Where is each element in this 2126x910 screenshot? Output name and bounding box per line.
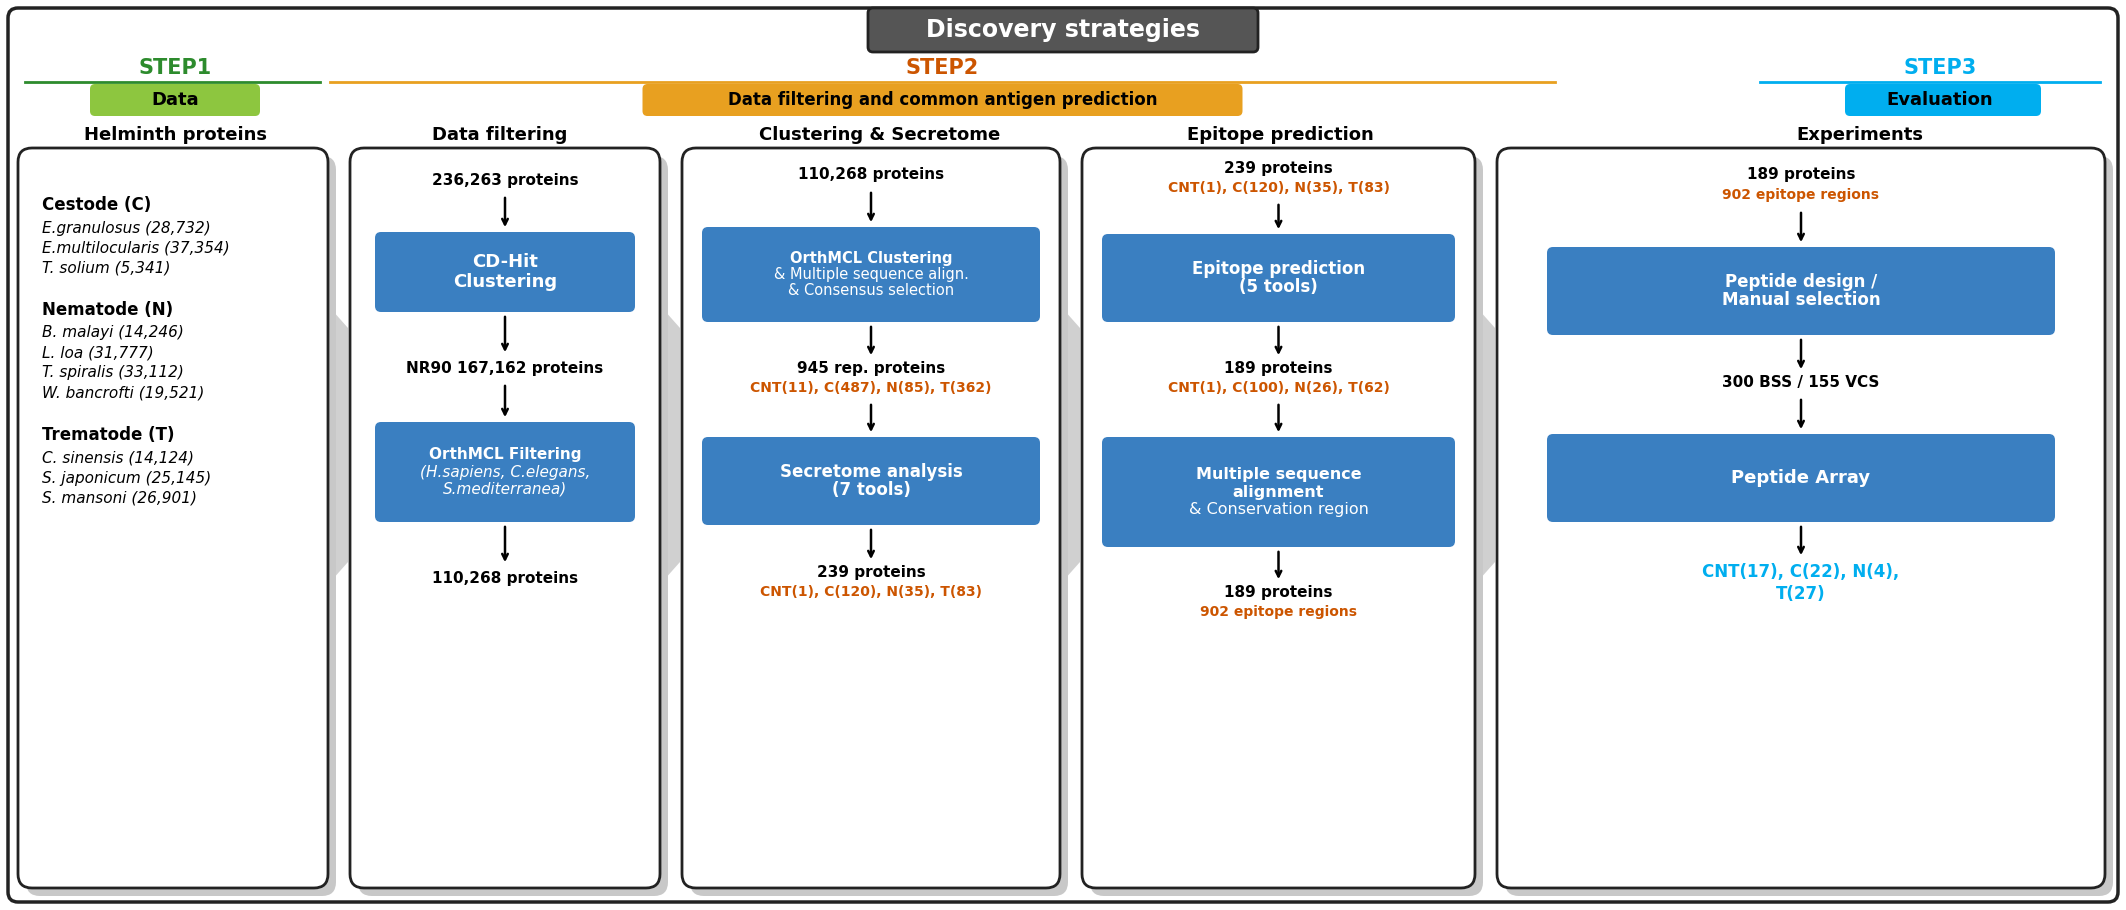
Text: 189 proteins: 189 proteins	[1225, 360, 1333, 376]
FancyBboxPatch shape	[17, 148, 327, 888]
FancyBboxPatch shape	[374, 422, 636, 522]
Text: Multiple sequence: Multiple sequence	[1195, 467, 1361, 481]
Text: T. spiralis (33,112): T. spiralis (33,112)	[43, 366, 183, 380]
Polygon shape	[1480, 310, 1495, 580]
Text: CNT(1), C(120), N(35), T(83): CNT(1), C(120), N(35), T(83)	[1167, 181, 1390, 195]
Text: S. mansoni (26,901): S. mansoni (26,901)	[43, 490, 198, 505]
Polygon shape	[663, 310, 680, 580]
FancyBboxPatch shape	[1091, 156, 1484, 896]
Text: Secretome analysis: Secretome analysis	[780, 462, 963, 480]
Text: Peptide Array: Peptide Array	[1731, 469, 1871, 487]
Text: Epitope prediction: Epitope prediction	[1193, 259, 1365, 278]
FancyBboxPatch shape	[1082, 148, 1475, 888]
Text: Discovery strategies: Discovery strategies	[927, 18, 1199, 42]
Text: 239 proteins: 239 proteins	[816, 564, 925, 580]
Text: W. bancrofti (19,521): W. bancrofti (19,521)	[43, 386, 204, 400]
Text: E.multilocularis (37,354): E.multilocularis (37,354)	[43, 240, 230, 256]
Text: NR90 167,162 proteins: NR90 167,162 proteins	[406, 360, 604, 376]
Text: CD-Hit: CD-Hit	[472, 253, 538, 271]
Text: CNT(11), C(487), N(85), T(362): CNT(11), C(487), N(85), T(362)	[750, 381, 991, 395]
Text: Experiments: Experiments	[1796, 126, 1924, 144]
Text: E.granulosus (28,732): E.granulosus (28,732)	[43, 220, 210, 236]
FancyBboxPatch shape	[702, 437, 1040, 525]
Text: Trematode (T): Trematode (T)	[43, 426, 174, 444]
Text: Manual selection: Manual selection	[1722, 291, 1879, 309]
Text: Data: Data	[151, 91, 200, 109]
Text: STEP3: STEP3	[1903, 58, 1977, 78]
FancyBboxPatch shape	[642, 84, 1242, 116]
Text: Epitope prediction: Epitope prediction	[1186, 126, 1373, 144]
Text: 236,263 proteins: 236,263 proteins	[432, 173, 578, 187]
Text: 902 epitope regions: 902 epitope regions	[1722, 188, 1879, 202]
Text: (H.sapiens, C.elegans,: (H.sapiens, C.elegans,	[419, 464, 591, 480]
FancyBboxPatch shape	[1845, 84, 2041, 116]
Text: L. loa (31,777): L. loa (31,777)	[43, 346, 153, 360]
FancyBboxPatch shape	[9, 8, 2117, 902]
FancyBboxPatch shape	[867, 8, 1259, 52]
Text: CNT(1), C(100), N(26), T(62): CNT(1), C(100), N(26), T(62)	[1167, 381, 1390, 395]
Text: CNT(17), C(22), N(4),: CNT(17), C(22), N(4),	[1703, 563, 1901, 581]
FancyBboxPatch shape	[1548, 247, 2056, 335]
Text: 902 epitope regions: 902 epitope regions	[1199, 605, 1356, 619]
FancyBboxPatch shape	[374, 232, 636, 312]
Text: Data filtering and common antigen prediction: Data filtering and common antigen predic…	[727, 91, 1157, 109]
Text: & Conservation region: & Conservation region	[1188, 502, 1369, 517]
Text: Cestode (C): Cestode (C)	[43, 196, 151, 214]
Text: 110,268 proteins: 110,268 proteins	[797, 167, 944, 183]
FancyBboxPatch shape	[702, 227, 1040, 322]
Text: 189 proteins: 189 proteins	[1748, 167, 1856, 183]
Text: OrthMCL Filtering: OrthMCL Filtering	[429, 448, 580, 462]
Text: OrthMCL Clustering: OrthMCL Clustering	[789, 251, 952, 266]
FancyBboxPatch shape	[351, 148, 659, 888]
FancyBboxPatch shape	[26, 156, 336, 896]
Text: STEP1: STEP1	[138, 58, 213, 78]
Text: Evaluation: Evaluation	[1886, 91, 1994, 109]
Text: & Multiple sequence align.: & Multiple sequence align.	[774, 267, 969, 282]
Text: & Consensus selection: & Consensus selection	[789, 283, 955, 298]
Text: B. malayi (14,246): B. malayi (14,246)	[43, 326, 183, 340]
Text: Peptide design /: Peptide design /	[1724, 273, 1877, 290]
Text: 300 BSS / 155 VCS: 300 BSS / 155 VCS	[1722, 375, 1879, 389]
FancyBboxPatch shape	[682, 148, 1061, 888]
Text: T(27): T(27)	[1775, 585, 1826, 603]
Text: CNT(1), C(120), N(35), T(83): CNT(1), C(120), N(35), T(83)	[759, 585, 982, 599]
Text: STEP2: STEP2	[906, 58, 980, 78]
Text: 239 proteins: 239 proteins	[1225, 160, 1333, 176]
Text: Helminth proteins: Helminth proteins	[83, 126, 266, 144]
Text: T. solium (5,341): T. solium (5,341)	[43, 260, 170, 276]
Text: (7 tools): (7 tools)	[831, 481, 910, 500]
FancyBboxPatch shape	[1101, 437, 1454, 547]
FancyBboxPatch shape	[1505, 156, 2113, 896]
Polygon shape	[1063, 310, 1080, 580]
Text: 945 rep. proteins: 945 rep. proteins	[797, 360, 946, 376]
FancyBboxPatch shape	[89, 84, 259, 116]
Text: Clustering & Secretome: Clustering & Secretome	[759, 126, 1001, 144]
Text: 189 proteins: 189 proteins	[1225, 584, 1333, 600]
FancyBboxPatch shape	[1497, 148, 2105, 888]
Text: Data filtering: Data filtering	[432, 126, 568, 144]
Text: S. japonicum (25,145): S. japonicum (25,145)	[43, 470, 210, 486]
Text: Nematode (N): Nematode (N)	[43, 301, 172, 319]
Text: (5 tools): (5 tools)	[1239, 278, 1318, 297]
Text: C. sinensis (14,124): C. sinensis (14,124)	[43, 450, 193, 466]
Text: Clustering: Clustering	[453, 273, 557, 291]
FancyBboxPatch shape	[357, 156, 668, 896]
FancyBboxPatch shape	[691, 156, 1067, 896]
Text: 110,268 proteins: 110,268 proteins	[432, 571, 578, 585]
Text: S.mediterranea): S.mediterranea)	[442, 481, 568, 497]
Text: alignment: alignment	[1233, 484, 1324, 500]
FancyBboxPatch shape	[1101, 234, 1454, 322]
Polygon shape	[332, 310, 349, 580]
FancyBboxPatch shape	[1548, 434, 2056, 522]
